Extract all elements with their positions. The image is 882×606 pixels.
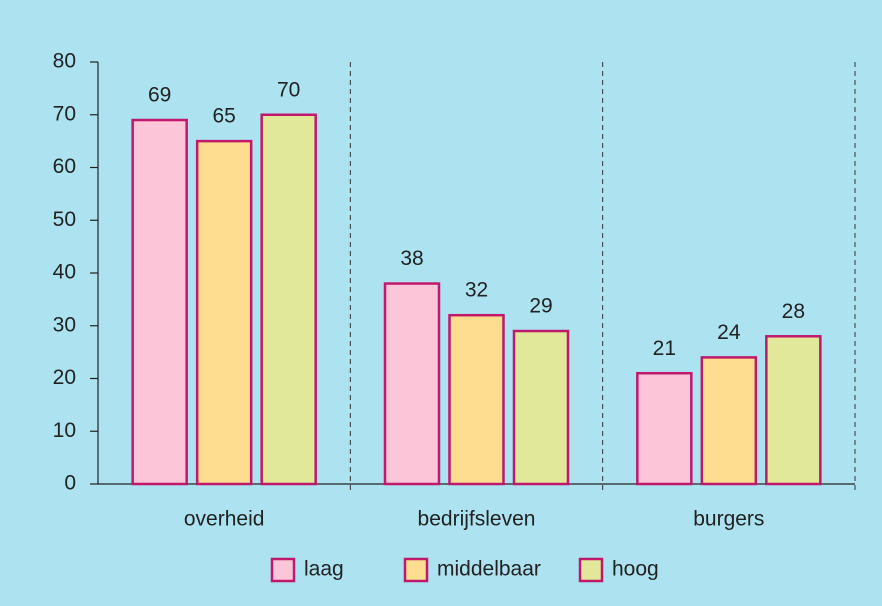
y-tick-label: 60 bbox=[53, 155, 76, 178]
data-label: 28 bbox=[782, 300, 805, 323]
legend-label: laag bbox=[304, 558, 344, 581]
data-label: 70 bbox=[277, 78, 300, 101]
x-tick-label: bedrijfsleven bbox=[418, 508, 536, 531]
bar bbox=[512, 329, 570, 486]
y-tick-label: 30 bbox=[53, 313, 76, 336]
bar bbox=[195, 139, 253, 486]
y-tick-label: 80 bbox=[53, 50, 76, 73]
bar bbox=[383, 282, 441, 486]
x-tick-label: overheid bbox=[184, 508, 265, 531]
legend-label: middelbaar bbox=[437, 558, 541, 581]
data-label: 24 bbox=[717, 321, 741, 344]
data-label: 65 bbox=[212, 105, 235, 128]
data-label: 32 bbox=[465, 279, 488, 302]
bar bbox=[260, 113, 317, 486]
legend-swatch bbox=[270, 557, 296, 583]
legend-swatch bbox=[403, 557, 429, 583]
data-label: 69 bbox=[148, 84, 171, 107]
bar bbox=[765, 335, 822, 486]
bar bbox=[636, 371, 693, 486]
bar bbox=[700, 356, 758, 486]
y-tick-label: 40 bbox=[53, 261, 76, 284]
legend-label: hoog bbox=[612, 558, 659, 581]
data-label: 21 bbox=[653, 337, 676, 360]
data-label: 38 bbox=[400, 247, 423, 270]
y-tick-label: 20 bbox=[53, 366, 76, 389]
y-tick-label: 70 bbox=[53, 102, 76, 125]
y-tick-label: 10 bbox=[53, 419, 76, 442]
y-tick-label: 50 bbox=[53, 208, 76, 231]
y-tick-label: 0 bbox=[64, 472, 76, 495]
x-tick-label: burgers bbox=[693, 508, 764, 531]
bar bbox=[448, 313, 505, 486]
bar bbox=[131, 118, 188, 486]
legend-swatch bbox=[578, 557, 604, 583]
data-label: 29 bbox=[529, 295, 552, 318]
